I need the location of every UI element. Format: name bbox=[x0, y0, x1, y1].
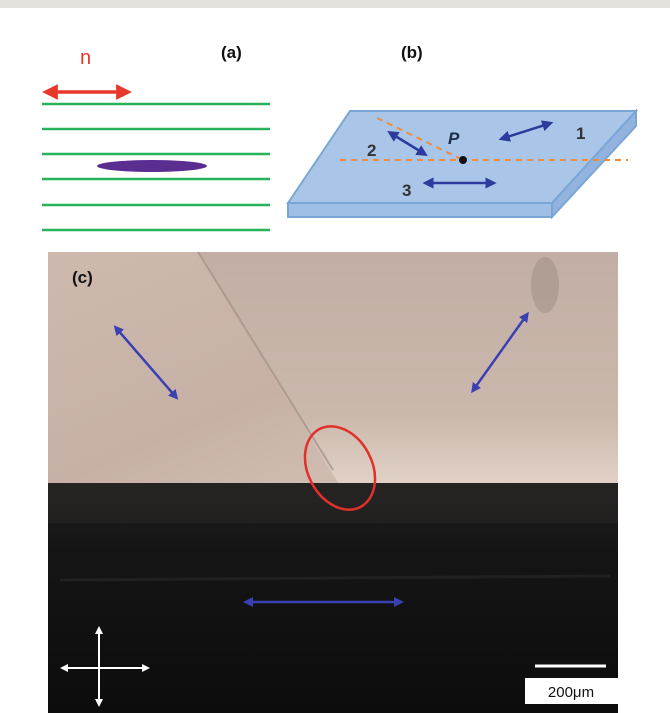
slab-front-face bbox=[287, 202, 553, 218]
region-label-2: 2 bbox=[367, 141, 376, 160]
defect-highlight-circle bbox=[303, 425, 377, 511]
micrograph-arrow-left bbox=[113, 325, 179, 400]
slab-side-face bbox=[551, 108, 637, 220]
scale-bar-label-box bbox=[525, 678, 618, 704]
panel-c-label: (c) bbox=[72, 268, 93, 287]
region-label-1: 1 bbox=[576, 124, 585, 143]
micrograph-faint-streak bbox=[59, 574, 611, 582]
region-label-3: 3 bbox=[402, 181, 411, 200]
panel-a: (a) n bbox=[42, 43, 270, 232]
top-rule bbox=[0, 0, 670, 8]
panel-b: (b) P 1 2 3 bbox=[286, 43, 639, 220]
panel-a-label: (a) bbox=[221, 43, 242, 62]
micrograph-dark-haze bbox=[48, 483, 618, 523]
point-p-label: P bbox=[448, 129, 460, 148]
panel-b-label: (b) bbox=[401, 43, 423, 62]
micrograph-right-domain bbox=[198, 252, 618, 486]
molecule bbox=[97, 160, 207, 172]
director-label: n bbox=[80, 47, 91, 69]
domain-wall bbox=[197, 251, 334, 471]
micrograph-arrow-right bbox=[471, 311, 529, 394]
crossed-polarizers-icon bbox=[60, 626, 150, 707]
micrograph-smudge bbox=[531, 257, 559, 313]
region-1-arrow bbox=[498, 120, 554, 142]
region-2-arrow bbox=[387, 131, 428, 156]
smectic-layers bbox=[42, 102, 270, 232]
point-p-marker bbox=[459, 156, 467, 164]
panel-c: (c) 200μm bbox=[48, 251, 618, 713]
scale-bar-label: 200μm bbox=[548, 684, 594, 701]
